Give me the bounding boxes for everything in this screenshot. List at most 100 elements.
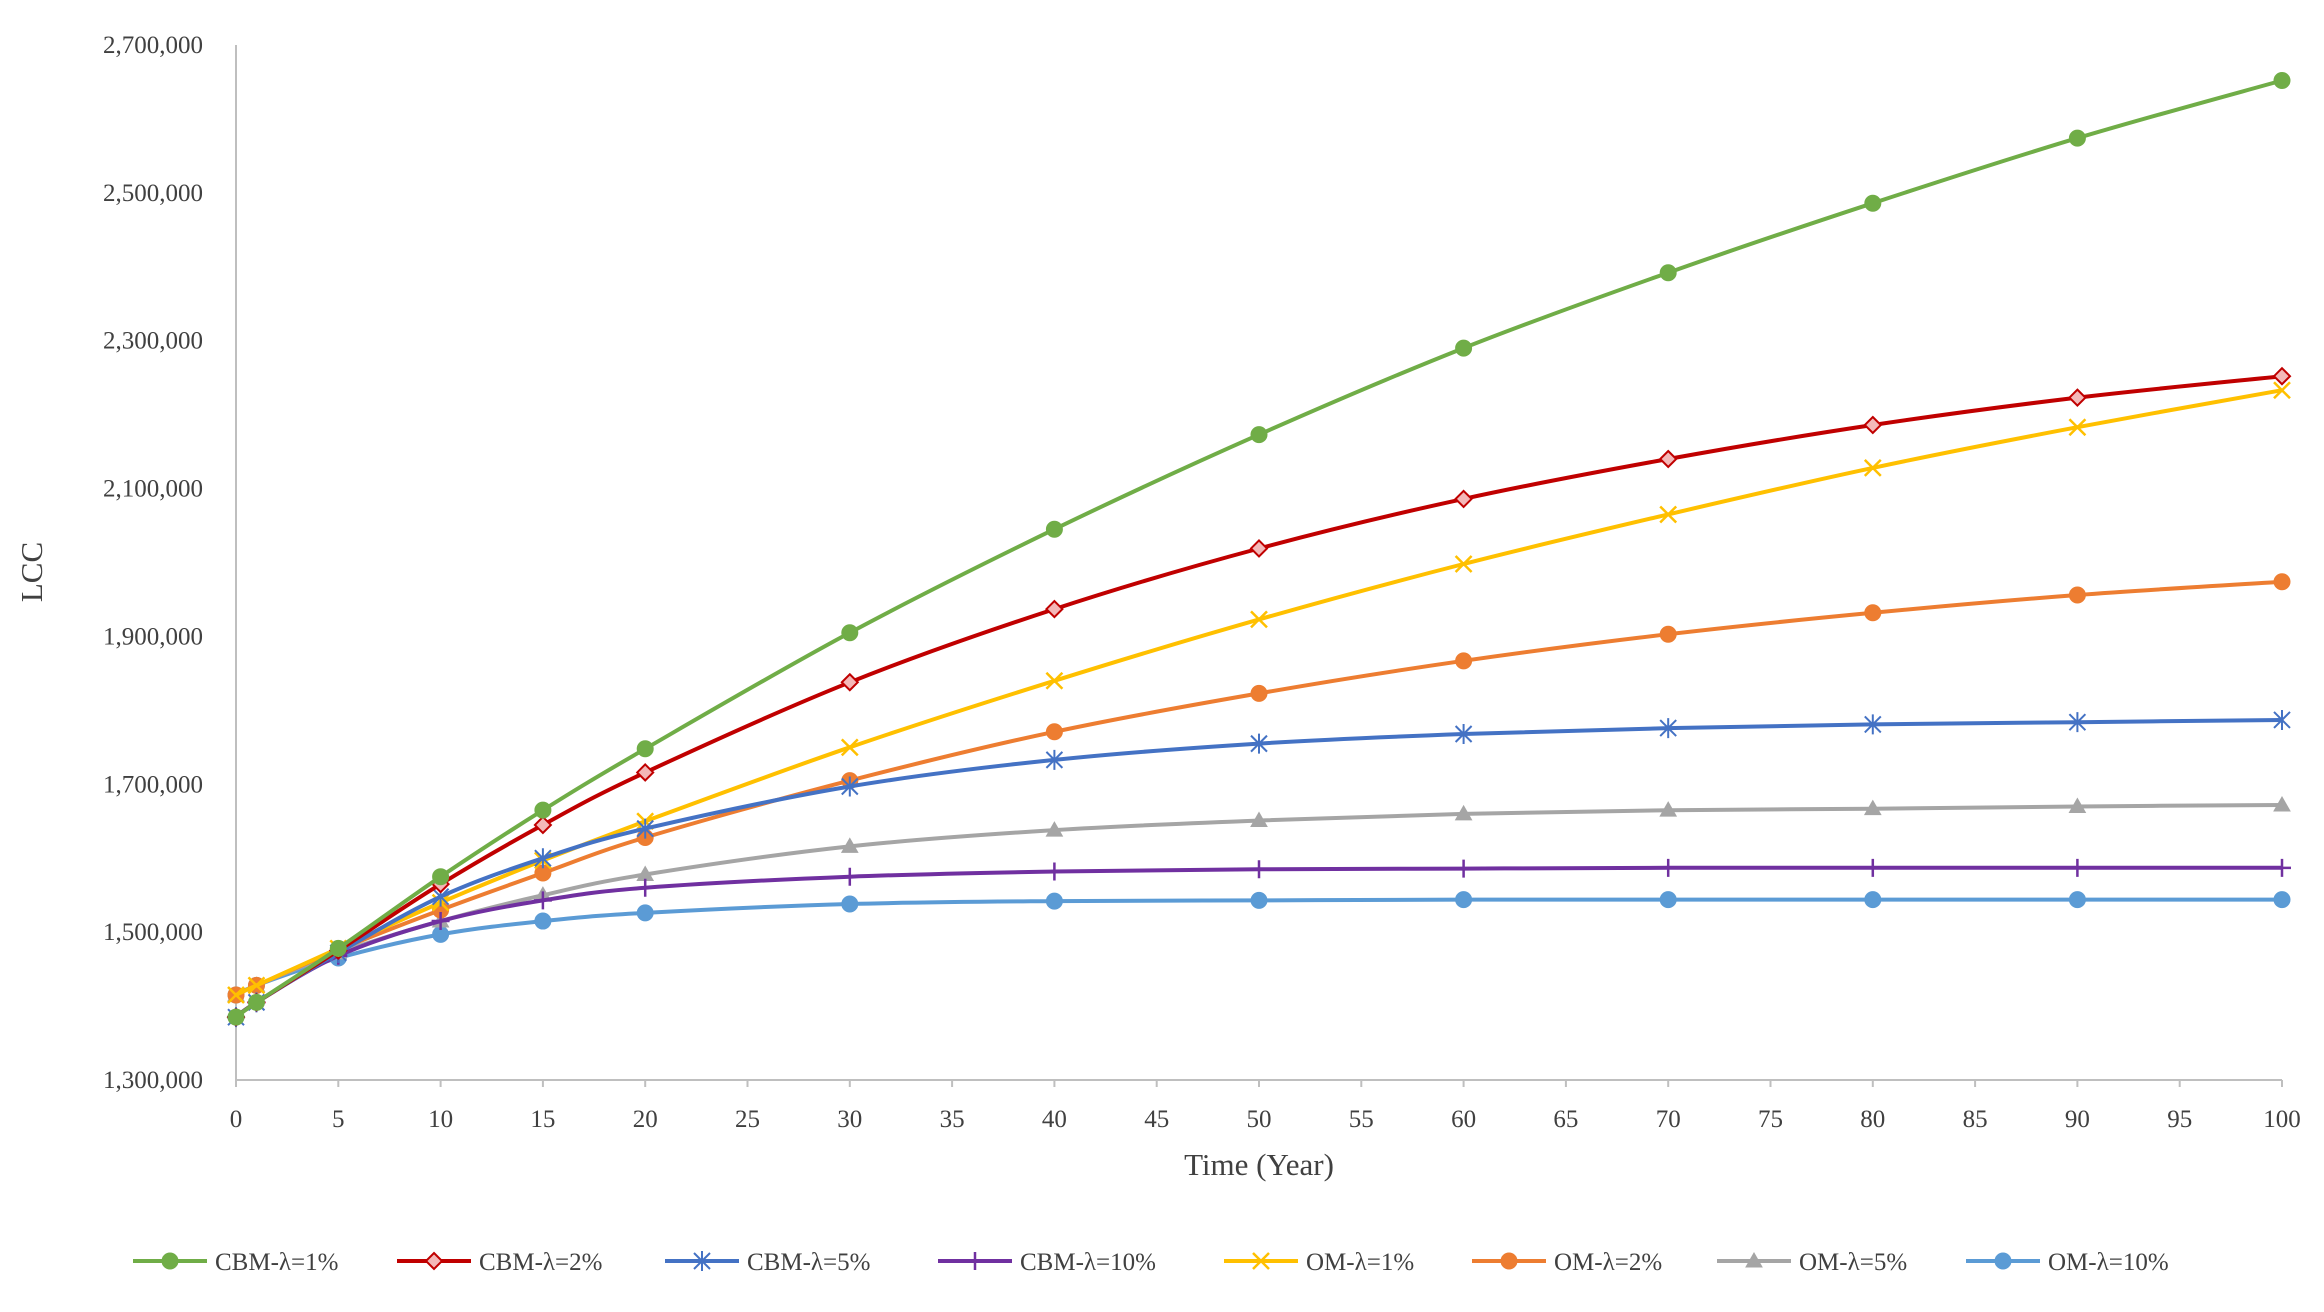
x-tick-label: 15 <box>530 1106 555 1133</box>
data-point <box>1045 671 1064 690</box>
data-point <box>2068 418 2087 437</box>
data-point <box>2273 71 2291 89</box>
data-point <box>2068 891 2086 909</box>
data-point <box>840 867 859 886</box>
data-point <box>1659 858 1678 877</box>
data-point <box>2067 388 2087 408</box>
data-point <box>1454 804 1473 821</box>
legend-label: OM-λ=5% <box>1799 1249 1907 1276</box>
data-point <box>1250 891 1268 909</box>
data-point <box>1659 505 1678 524</box>
data-point <box>1045 892 1063 910</box>
data-point <box>2273 709 2291 730</box>
data-point <box>2068 586 2086 604</box>
legend-label: CBM-λ=1% <box>215 1249 338 1276</box>
data-point <box>2273 858 2291 877</box>
data-point <box>1249 539 1269 558</box>
legend-marker <box>1252 1252 1270 1270</box>
data-point <box>1045 821 1064 837</box>
legend-label: CBM-λ=10% <box>1020 1249 1156 1276</box>
data-point <box>840 672 860 692</box>
series-3 <box>227 709 2291 1028</box>
data-point <box>1659 891 1677 909</box>
data-point <box>1044 599 1064 619</box>
data-point <box>840 738 859 757</box>
data-point <box>2068 712 2087 733</box>
y-tick-label: 2,700,000 <box>103 32 203 59</box>
data-point <box>840 837 859 853</box>
x-tick-label: 100 <box>2263 1106 2301 1133</box>
data-point <box>636 740 654 758</box>
legend-label: OM-λ=1% <box>1306 1249 1414 1276</box>
x-tick-label: 75 <box>1758 1106 1783 1133</box>
x-tick-label: 60 <box>1451 1106 1476 1133</box>
x-tick-label: 90 <box>2065 1106 2090 1133</box>
data-point <box>2273 795 2291 812</box>
data-point <box>2068 797 2087 813</box>
series-4 <box>227 858 2291 1027</box>
legend-marker <box>1994 1252 2012 1270</box>
legend-item: OM-λ=1% <box>1224 1249 1414 1276</box>
data-point <box>841 895 859 913</box>
data-point <box>534 912 552 930</box>
y-tick-label: 1,700,000 <box>103 771 203 798</box>
data-point <box>2273 891 2291 909</box>
data-point <box>1863 415 1883 435</box>
data-point <box>1659 625 1677 643</box>
data-point <box>534 848 552 869</box>
data-point <box>431 912 450 931</box>
x-tick-label: 95 <box>2167 1106 2192 1133</box>
legend: CBM-λ=1% CBM-λ=2% CBM-λ=5% CBM-λ=10% OM-λ=1%… <box>133 1249 2169 1276</box>
data-point <box>1863 799 1882 816</box>
legend-item: CBM-λ=2% <box>397 1249 602 1276</box>
legend-label: OM-λ=2% <box>1554 1249 1662 1276</box>
legend-label: CBM-λ=5% <box>747 1249 870 1276</box>
data-point <box>1864 604 1882 622</box>
x-tick-labels: 0 5 10 15 20 25 30 35 40 45 50 55 60 65 70 75 80 85 90 95 10… <box>230 1080 2301 1133</box>
data-point <box>1045 749 1064 770</box>
series-group <box>226 71 2292 1028</box>
data-point <box>534 801 552 819</box>
legend-item: OM-λ=5% <box>1717 1249 1907 1276</box>
data-point <box>1454 724 1473 745</box>
data-point <box>1045 723 1063 741</box>
data-point <box>636 904 654 922</box>
data-point <box>2068 129 2086 147</box>
x-tick-label: 55 <box>1349 1106 1374 1133</box>
x-tick-label: 30 <box>837 1106 862 1133</box>
data-point <box>1250 811 1268 828</box>
data-point <box>1659 801 1678 817</box>
data-point <box>227 1008 245 1026</box>
legend-item: CBM-λ=10% <box>938 1249 1156 1276</box>
data-point <box>1659 718 1677 739</box>
x-tick-label: 45 <box>1144 1106 1169 1133</box>
legend-item: CBM-λ=1% <box>133 1249 338 1276</box>
data-point <box>1658 449 1678 469</box>
data-point <box>2272 366 2292 386</box>
data-point <box>1454 489 1474 509</box>
legend-item: OM-λ=2% <box>1472 1249 1662 1276</box>
data-point <box>1250 684 1268 702</box>
data-point <box>636 818 654 839</box>
y-axis-title: LCC <box>14 542 49 602</box>
x-tick-label: 85 <box>1963 1106 1988 1133</box>
data-point <box>247 976 266 995</box>
data-point <box>227 986 245 1004</box>
y-tick-label: 1,500,000 <box>103 919 203 946</box>
data-point <box>533 815 553 835</box>
data-point <box>247 993 265 1011</box>
data-point <box>1455 652 1473 670</box>
legend-marker <box>1745 1251 1763 1268</box>
y-tick-label: 2,300,000 <box>103 328 203 355</box>
legend-marker <box>1500 1252 1518 1270</box>
data-point <box>1250 610 1268 629</box>
x-tick-label: 0 <box>230 1106 243 1133</box>
series-8 <box>227 891 2291 1004</box>
legend-marker <box>693 1251 711 1271</box>
series-line <box>235 388 2283 997</box>
x-tick-label: 10 <box>428 1106 453 1133</box>
legend-marker <box>424 1251 444 1271</box>
y-tick-label: 1,900,000 <box>103 623 203 650</box>
y-tick-labels: 1,300,000 1,500,000 1,700,000 1,900,000 2,10… <box>103 32 203 1094</box>
series-1 <box>227 71 2291 1026</box>
